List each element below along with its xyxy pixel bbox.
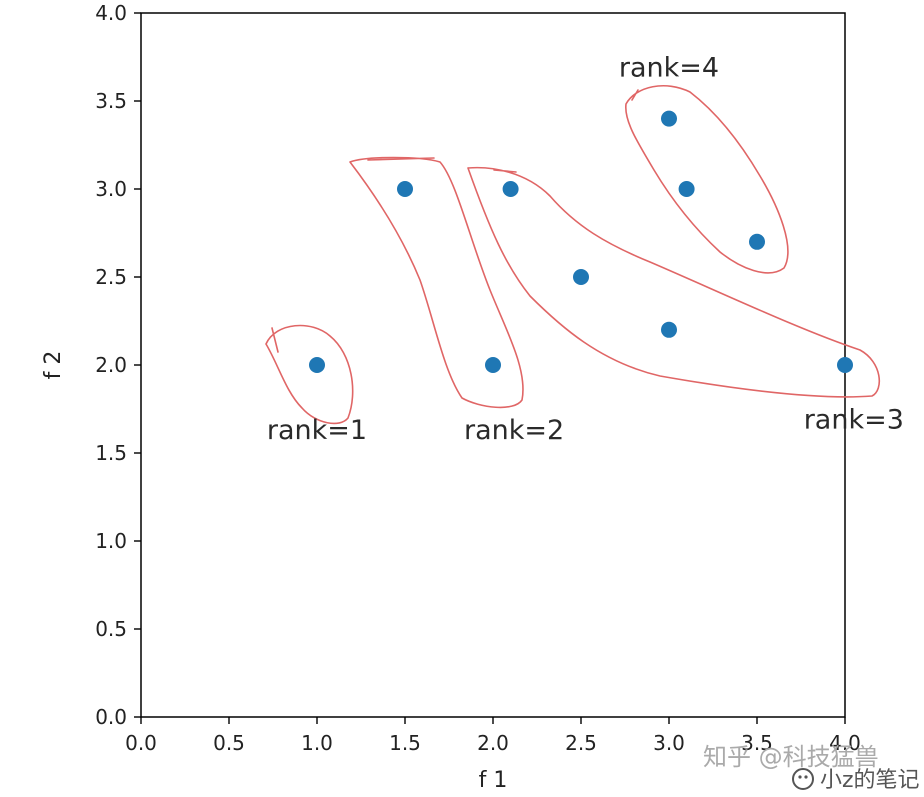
rank-label: rank=1 <box>267 415 367 446</box>
group-outline-rank-2 <box>349 156 524 409</box>
y-tick-label: 1.0 <box>95 529 127 553</box>
rank-label: rank=3 <box>804 404 904 435</box>
x-tick-label: 1.5 <box>389 731 421 755</box>
x-tick-label: 1.0 <box>301 731 333 755</box>
y-tick-label: 3.0 <box>95 177 127 201</box>
watermark: 知乎 @科技猛兽 小z的笔记 <box>703 743 920 793</box>
x-tick-label: 0.5 <box>213 731 245 755</box>
x-tick-label: 4.0 <box>829 731 861 755</box>
y-tick-label: 4.0 <box>95 1 127 25</box>
data-point <box>661 110 677 127</box>
data-points <box>309 110 853 373</box>
watermark-line-1: 知乎 @科技猛兽 <box>703 743 879 771</box>
watermark-logo-icon <box>792 768 814 790</box>
watermark-line-2: 小z的笔记 <box>820 768 920 793</box>
data-point <box>678 181 695 197</box>
data-point <box>573 269 589 285</box>
x-tick-label: 2.5 <box>565 731 597 755</box>
data-point <box>309 357 325 373</box>
rank-label: rank=2 <box>464 415 564 446</box>
y-axis-label: f 2 <box>41 351 66 380</box>
y-tick-label: 2.5 <box>95 265 127 289</box>
x-axis-ticks: 0.0 0.5 1.0 1.5 2.0 2.5 3.0 3.5 4.0 <box>125 717 861 755</box>
x-tick-label: 0.0 <box>125 731 157 755</box>
data-point <box>837 357 853 373</box>
x-axis-label: f 1 <box>479 768 508 793</box>
rank-annotations: rank=1 rank=2 rank=3 rank=4 <box>267 52 904 446</box>
y-tick-label: 1.5 <box>95 441 127 465</box>
y-axis-ticks: 0.0 0.5 1.0 1.5 2.0 2.5 3.0 3.5 4.0 <box>95 1 141 729</box>
data-point <box>749 233 765 250</box>
group-outline-rank-4 <box>625 84 789 274</box>
y-tick-label: 3.5 <box>95 89 127 113</box>
rank-label: rank=4 <box>619 52 719 83</box>
data-point <box>502 181 519 197</box>
x-tick-label: 2.0 <box>477 731 509 755</box>
data-point <box>485 357 501 373</box>
group-outline-rank-1 <box>265 324 354 425</box>
y-tick-label: 0.0 <box>95 705 127 729</box>
data-point <box>397 181 413 197</box>
y-tick-label: 0.5 <box>95 617 127 641</box>
x-tick-label: 3.5 <box>741 731 773 755</box>
x-tick-label: 3.0 <box>653 731 685 755</box>
y-tick-label: 2.0 <box>95 353 127 377</box>
group-outlines <box>265 84 880 425</box>
group-outline-rank-3 <box>467 166 880 398</box>
data-point <box>661 321 677 338</box>
